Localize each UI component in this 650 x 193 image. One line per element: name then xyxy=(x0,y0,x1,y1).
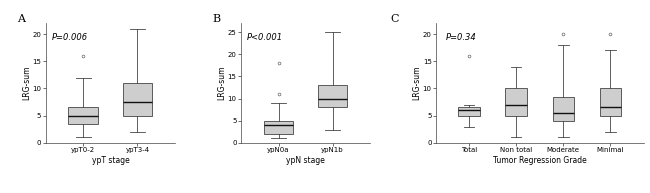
Y-axis label: LRG-sum: LRG-sum xyxy=(217,66,226,100)
Text: P<0.001: P<0.001 xyxy=(247,33,283,42)
PathPatch shape xyxy=(318,85,348,107)
Text: P=0.34: P=0.34 xyxy=(447,33,477,42)
PathPatch shape xyxy=(600,88,621,116)
PathPatch shape xyxy=(552,96,574,121)
X-axis label: ypN stage: ypN stage xyxy=(286,156,325,165)
PathPatch shape xyxy=(506,88,526,116)
PathPatch shape xyxy=(123,83,152,116)
X-axis label: Tumor Regression Grade: Tumor Regression Grade xyxy=(493,156,586,165)
Text: B: B xyxy=(212,14,220,24)
PathPatch shape xyxy=(264,121,293,134)
PathPatch shape xyxy=(458,108,480,116)
Text: C: C xyxy=(390,14,398,24)
Text: P=0.006: P=0.006 xyxy=(52,33,88,42)
Y-axis label: LRG-sum: LRG-sum xyxy=(22,66,31,100)
Text: A: A xyxy=(17,14,25,24)
Y-axis label: LRG-sum: LRG-sum xyxy=(412,66,421,100)
X-axis label: ypT stage: ypT stage xyxy=(92,156,129,165)
PathPatch shape xyxy=(68,108,98,124)
